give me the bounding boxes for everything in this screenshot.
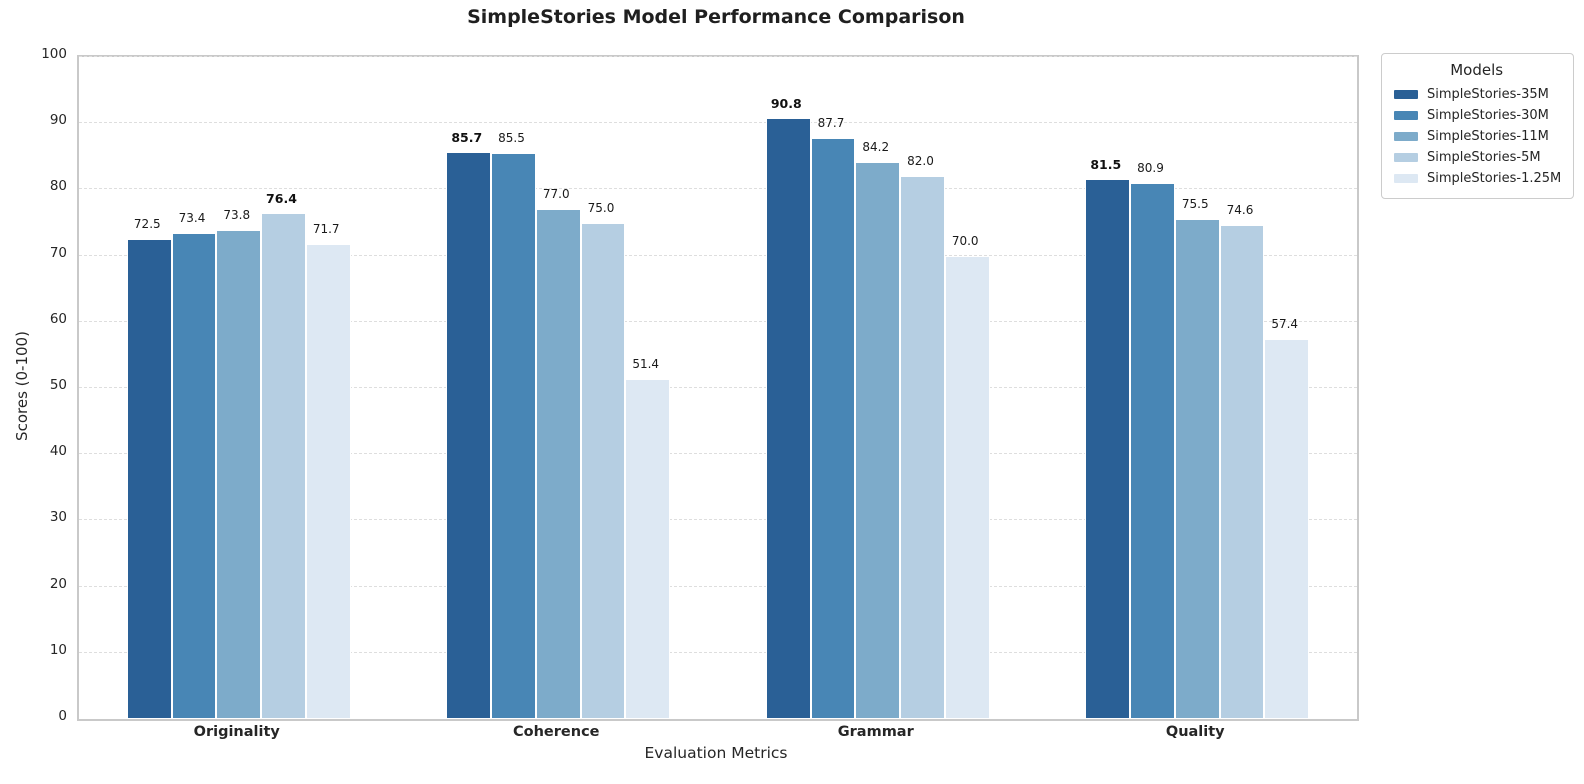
bar-value-label: 85.7 bbox=[451, 129, 483, 145]
bar-value-label: 81.5 bbox=[1090, 157, 1122, 173]
bar bbox=[491, 153, 536, 719]
legend-item-label: SimpleStories-11M bbox=[1427, 129, 1549, 144]
legend-title: Models bbox=[1450, 61, 1504, 79]
bar bbox=[535, 209, 581, 719]
legend-item-label: SimpleStories-35M bbox=[1427, 87, 1549, 102]
legend: Models SimpleStories-35M SimpleStories-30… bbox=[1381, 53, 1575, 199]
bar-value-label: 87.7 bbox=[817, 116, 845, 131]
bar-value-label: 85.5 bbox=[498, 130, 525, 145]
y-tick-label: 80 bbox=[49, 178, 67, 195]
bar-value-label: 75.5 bbox=[1181, 197, 1209, 212]
legend-swatch bbox=[1394, 174, 1418, 183]
y-tick-label: 10 bbox=[49, 641, 67, 658]
y-tick-label: 60 bbox=[49, 310, 67, 327]
y-tick-label: 70 bbox=[49, 244, 67, 261]
bar-value-label: 70.0 bbox=[951, 233, 979, 248]
bar-value-label: 72.5 bbox=[133, 217, 161, 232]
bar-value-label: 57.4 bbox=[1271, 317, 1299, 331]
bar-value-label: 51.4 bbox=[632, 356, 660, 371]
legend-item: SimpleStories-35M bbox=[1392, 84, 1561, 105]
bar bbox=[171, 233, 217, 719]
bar-value-label: 82.0 bbox=[907, 154, 934, 169]
legend-item: SimpleStories-30M bbox=[1392, 105, 1561, 126]
bar bbox=[1264, 339, 1310, 719]
bar-value-label: 84.2 bbox=[862, 139, 890, 154]
chart-title: SimpleStories Model Performance Comparis… bbox=[467, 6, 965, 28]
bar-value-label: 71.7 bbox=[312, 222, 340, 237]
y-tick-label: 20 bbox=[49, 575, 67, 592]
bar bbox=[1219, 225, 1265, 719]
gridline bbox=[79, 519, 1357, 521]
y-tick-label: 100 bbox=[41, 46, 67, 62]
bar bbox=[944, 255, 990, 719]
bar-value-label: 75.0 bbox=[587, 200, 615, 215]
gridline bbox=[79, 122, 1357, 124]
legend-item: SimpleStories-1.25M bbox=[1392, 168, 1561, 189]
y-tick-label: 0 bbox=[58, 708, 67, 724]
bar bbox=[765, 117, 811, 719]
bar bbox=[855, 161, 901, 719]
legend-item-label: SimpleStories-1.25M bbox=[1427, 171, 1562, 186]
gridline bbox=[79, 188, 1357, 190]
bar bbox=[1085, 179, 1131, 719]
bar bbox=[1174, 219, 1220, 719]
y-tick-label: 30 bbox=[49, 509, 67, 526]
bar bbox=[810, 138, 856, 719]
y-tick-label: 40 bbox=[49, 443, 67, 460]
legend-items: SimpleStories-35M SimpleStories-30M Simple… bbox=[1392, 84, 1561, 189]
legend-swatch bbox=[1394, 132, 1418, 141]
x-axis-label: Evaluation Metrics bbox=[644, 744, 788, 762]
legend-item: SimpleStories-11M bbox=[1392, 126, 1561, 147]
x-tick-label: Grammar bbox=[837, 724, 914, 740]
y-tick-label: 50 bbox=[49, 377, 67, 393]
y-tick-label: 90 bbox=[49, 112, 67, 129]
bar-value-label: 76.4 bbox=[266, 191, 297, 207]
gridline bbox=[79, 387, 1357, 388]
gridline bbox=[79, 320, 1357, 322]
bar bbox=[1130, 183, 1175, 719]
legend-item: SimpleStories-5M bbox=[1392, 147, 1561, 168]
gridline bbox=[79, 585, 1357, 587]
legend-swatch bbox=[1394, 90, 1418, 99]
bar-value-label: 73.4 bbox=[178, 211, 206, 226]
bar-value-label: 74.6 bbox=[1226, 203, 1254, 218]
bar bbox=[625, 378, 671, 719]
x-tick-label: Quality bbox=[1165, 724, 1225, 740]
gridline bbox=[79, 651, 1357, 653]
bar bbox=[305, 244, 351, 719]
bar bbox=[580, 222, 626, 719]
gridline bbox=[79, 453, 1357, 455]
bar bbox=[126, 239, 172, 719]
bar-value-label: 90.8 bbox=[770, 95, 802, 111]
x-tick-label: Coherence bbox=[513, 724, 600, 740]
legend-item-label: SimpleStories-30M bbox=[1427, 108, 1549, 123]
bar bbox=[261, 213, 306, 719]
bar-value-label: 77.0 bbox=[542, 187, 570, 202]
x-tick-label: Originality bbox=[193, 724, 280, 740]
legend-item-label: SimpleStories-5M bbox=[1427, 150, 1541, 165]
bar-value-label: 80.9 bbox=[1137, 161, 1164, 176]
bar-value-label: 73.8 bbox=[223, 208, 251, 223]
gridline bbox=[79, 56, 1357, 57]
gridline bbox=[79, 254, 1357, 256]
bar bbox=[900, 176, 945, 719]
bar bbox=[216, 230, 262, 719]
plot-area bbox=[77, 55, 1359, 721]
bar bbox=[446, 151, 492, 719]
legend-swatch bbox=[1394, 111, 1418, 120]
legend-swatch bbox=[1394, 153, 1418, 162]
